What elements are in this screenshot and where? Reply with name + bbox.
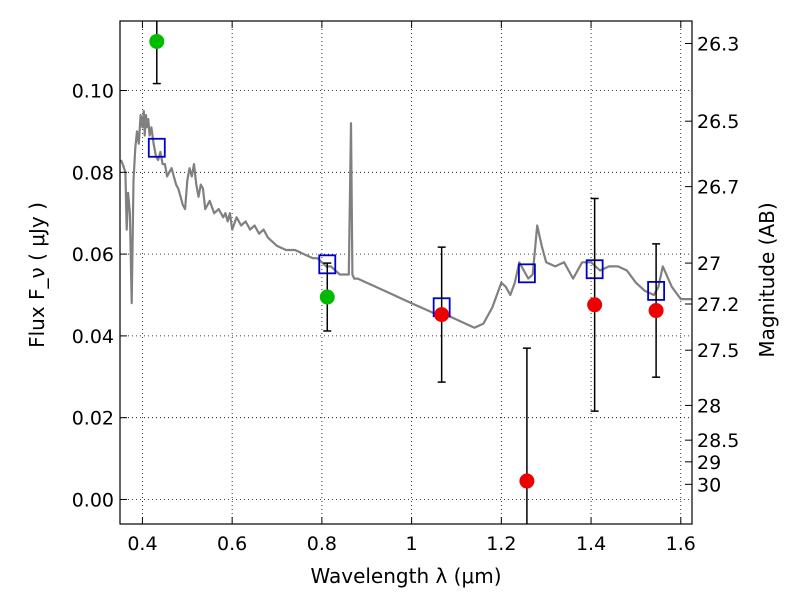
observed-flux-point [648,303,664,319]
x-tick-label: 1.2 [486,533,516,555]
x-tick-label: 1.6 [666,533,696,555]
grid-lines [120,21,692,524]
y-tick-label: 0.10 [72,81,114,103]
y-axis-label-right: Magnitude (AB) [755,202,779,357]
x-axis-label: Wavelength λ (μm) [310,564,501,588]
plot-area [120,21,692,524]
x-tick-label: 0.4 [127,533,157,555]
x-tick-label: 0.6 [217,533,247,555]
data-layer [120,21,692,524]
plot-frame [119,20,693,525]
right-tick-label: 30 [697,474,721,496]
x-tick-label: 1 [406,533,418,555]
right-tick-label: 26.7 [697,177,739,199]
model-spectrum-line [120,109,692,329]
right-tick-label: 28 [697,395,721,417]
x-tick-label: 0.8 [307,533,337,555]
axis-ticks: 0.4 0.6 0.8 1 1.2 1.4 1.6 0.00 0.02 0.04 0.06 0.08 0… [72,21,739,555]
observed-flux-point [319,289,335,305]
observed-flux-point [519,473,535,489]
y-axis-label: Flux F_ν ( μJy ) [25,202,49,348]
y-tick-label: 0.04 [72,326,114,348]
model-photometry-square [518,263,536,284]
right-tick-label: 26.3 [697,33,739,55]
y-tick-label: 0.06 [72,244,114,266]
observed-flux-point [434,307,450,323]
x-tick-label: 1.4 [576,533,606,555]
observed-flux-point [587,297,603,313]
y-tick-label: 0.08 [72,162,114,184]
y-tick-label: 0.02 [72,408,114,430]
right-tick-label: 29 [697,452,721,474]
observed-flux-point [149,33,165,49]
right-tick-label: 27.5 [697,340,739,362]
y-tick-label: 0.00 [72,489,114,511]
right-tick-label: 28.5 [697,430,739,452]
right-tick-label: 26.5 [697,111,739,133]
right-tick-label: 27.2 [697,294,739,316]
model-photometry-square [147,137,166,158]
right-tick-label: 27 [697,253,721,275]
